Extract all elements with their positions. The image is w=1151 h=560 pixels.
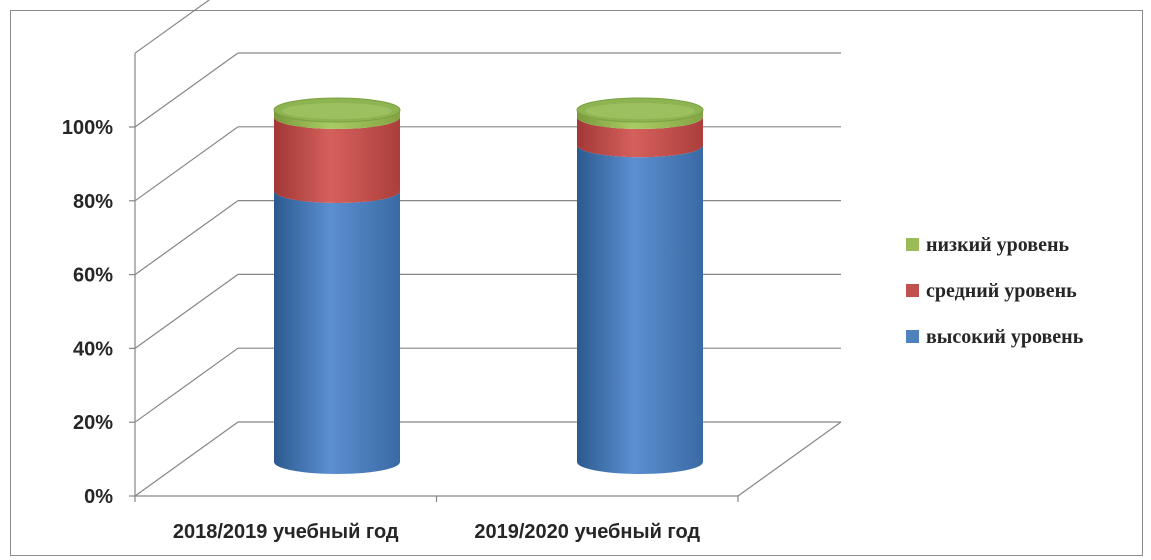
x-tick-label: 2018/2019 учебный год bbox=[173, 521, 399, 543]
bar-segment bbox=[577, 145, 703, 474]
side-wall-line bbox=[134, 347, 239, 423]
side-wall-line bbox=[134, 126, 239, 202]
legend-label: средний уровень bbox=[926, 280, 1077, 302]
floor-edge bbox=[737, 421, 842, 497]
side-wall-line bbox=[134, 421, 239, 497]
bar-segment bbox=[274, 110, 400, 130]
bar-segment bbox=[274, 117, 400, 203]
side-wall-line bbox=[134, 273, 239, 349]
side-wall-line bbox=[134, 0, 211, 54]
y-tick-label: 60% bbox=[73, 265, 113, 287]
y-tick-label: 80% bbox=[73, 191, 113, 213]
x-tick-label: 2019/2020 учебный год bbox=[474, 521, 700, 543]
y-tick-label: 20% bbox=[73, 412, 113, 434]
legend-swatch bbox=[906, 238, 919, 251]
bar-top-highlight bbox=[585, 103, 695, 119]
legend-label: низкий уровень bbox=[926, 234, 1069, 256]
bar-segment bbox=[577, 117, 703, 158]
chart-frame bbox=[10, 10, 1143, 556]
side-wall-line bbox=[134, 52, 239, 128]
legend-label: высокий уровень bbox=[926, 326, 1084, 348]
y-tick-label: 0% bbox=[84, 486, 113, 508]
bar-segment bbox=[577, 110, 703, 130]
y-tick-label: 40% bbox=[73, 338, 113, 360]
bar-top-highlight bbox=[282, 103, 392, 119]
bar-segment bbox=[274, 190, 400, 474]
legend-swatch bbox=[906, 284, 919, 297]
side-wall-line bbox=[134, 200, 239, 276]
legend-swatch bbox=[906, 330, 919, 343]
y-tick-label: 100% bbox=[62, 117, 113, 139]
